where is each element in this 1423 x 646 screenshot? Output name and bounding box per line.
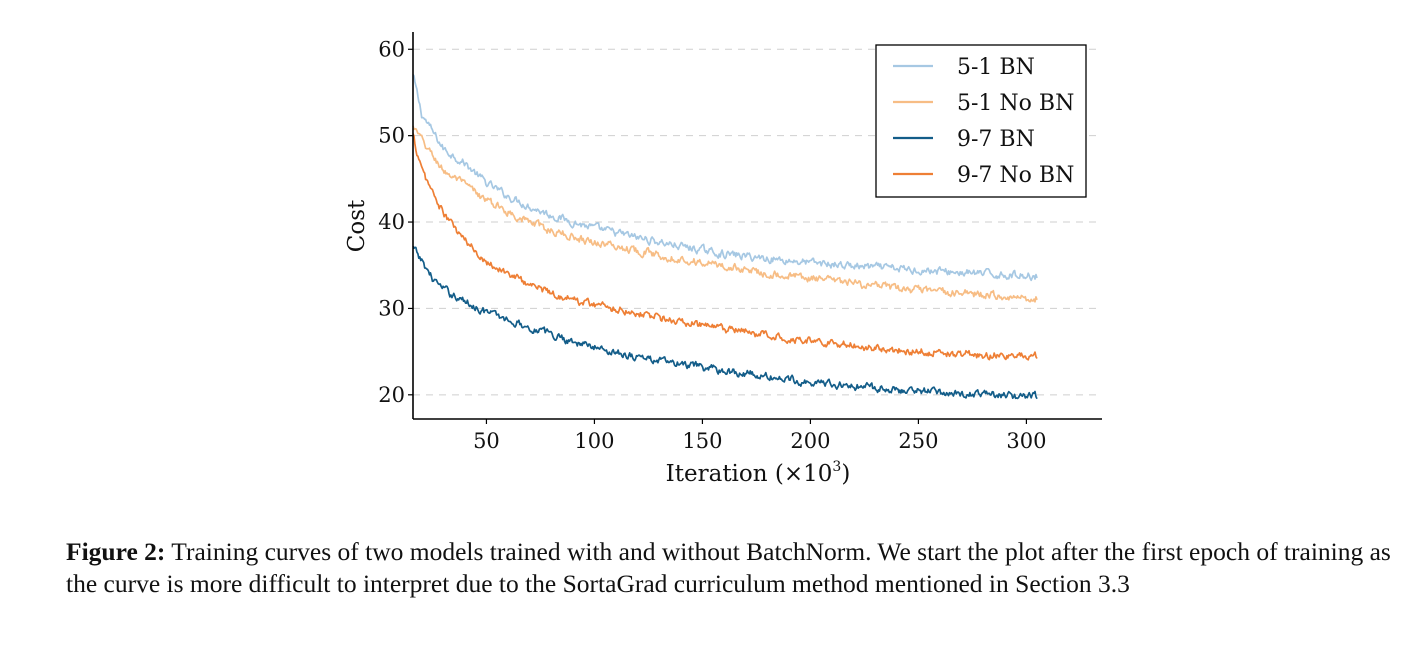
caption-text: Training curves of two models trained wi… <box>66 537 1391 598</box>
figure-caption: Figure 2: Training curves of two models … <box>66 536 1391 600</box>
x-tick-label: 150 <box>682 429 722 453</box>
x-tick-label: 50 <box>473 429 500 453</box>
tick-labels: 20 30 40 50 60 50 100 150 200 250 300 <box>378 37 1046 453</box>
x-axis-title-main: Iteration (×10 <box>666 461 833 487</box>
series-line-0 <box>412 73 1038 282</box>
y-axis-title: Cost <box>344 199 370 252</box>
x-tick-label: 300 <box>1006 429 1046 453</box>
legend-box <box>875 44 1087 198</box>
series-lines <box>412 73 1038 400</box>
legend-label: 5-1 BN <box>957 55 1035 80</box>
legend: 5-1 BN 5-1 No BN 9-7 BN 9-7 No BN <box>875 44 1087 198</box>
x-axis-title-close: ) <box>841 461 850 487</box>
y-tick-label: 50 <box>378 124 405 148</box>
y-tick-label: 30 <box>378 296 405 320</box>
x-tick-label: 250 <box>898 429 938 453</box>
x-axis-title-exponent: 3 <box>832 459 841 475</box>
axes <box>412 32 1102 420</box>
line-chart: 20 30 40 50 60 50 100 150 200 250 300 Cost Iterati… <box>344 32 1102 487</box>
legend-label: 5-1 No BN <box>957 91 1074 116</box>
x-axis-title: Iteration (×103) <box>666 459 851 487</box>
series-line-1 <box>412 125 1038 303</box>
y-tick-label: 60 <box>378 37 405 61</box>
series-line-2 <box>412 245 1038 400</box>
x-tick-label: 100 <box>574 429 614 453</box>
legend-label: 9-7 BN <box>957 127 1035 152</box>
caption-label: Figure 2: <box>66 537 166 566</box>
legend-label: 9-7 No BN <box>957 163 1074 188</box>
x-tick-label: 200 <box>790 429 830 453</box>
y-tick-label: 40 <box>378 210 405 234</box>
y-tick-label: 20 <box>378 383 405 407</box>
series-line-3 <box>412 133 1038 361</box>
